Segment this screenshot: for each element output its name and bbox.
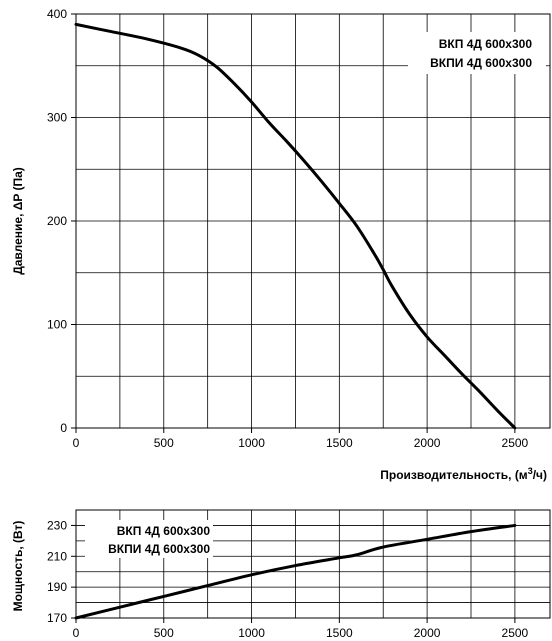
power-legend-box (85, 520, 213, 558)
y-tick-label: 300 (47, 111, 67, 125)
x-tick-label: 2000 (414, 436, 441, 450)
power-curve (74, 523, 517, 620)
pressure-legend: ВКП 4Д 600x300 ВКПИ 4Д 600x300 (408, 32, 546, 74)
power-y-axis-title: Мощность, (Вт) (11, 521, 25, 612)
pressure-legend-box (408, 32, 546, 74)
power-legend: ВКП 4Д 600x300 ВКПИ 4Д 600x300 (85, 520, 213, 558)
x-tick-label: 500 (154, 436, 174, 450)
x-tick-label: 0 (73, 436, 80, 450)
x-tick-label: 1000 (238, 436, 265, 450)
x-tick-label: 1500 (326, 436, 353, 450)
pressure-x-ticks: 0 500 1000 1500 2000 2500 (73, 428, 529, 450)
y-tick-label: 200 (47, 214, 67, 228)
pressure-grid (76, 14, 550, 428)
pressure-curve (74, 22, 517, 430)
y-tick-label: 190 (47, 580, 67, 594)
pressure-x-axis-title: Производительность, (м3/ч) (380, 466, 547, 482)
x-tick-label: 2500 (502, 626, 529, 640)
y-tick-label: 100 (47, 318, 67, 332)
y-tick-label: 0 (60, 421, 67, 435)
pressure-legend-item-2: ВКПИ 4Д 600x300 (430, 56, 532, 70)
power-x-ticks: 0 500 1000 1500 2000 2500 (73, 618, 529, 640)
power-y-ticks: 170 190 210 230 (47, 518, 76, 625)
x-tick-label: 2000 (414, 626, 441, 640)
y-tick-label: 170 (47, 611, 67, 625)
x-tick-label: 1500 (326, 626, 353, 640)
y-tick-label: 210 (47, 549, 67, 563)
pressure-y-axis-title: Давление, ΔP (Па) (11, 167, 25, 275)
power-legend-item-2: ВКПИ 4Д 600x300 (108, 542, 210, 556)
pressure-legend-item-1: ВКП 4Д 600x300 (439, 37, 533, 51)
x-tick-label: 2500 (502, 436, 529, 450)
x-tick-label: 500 (154, 626, 174, 640)
power-plot-frame (75, 509, 551, 619)
y-tick-label: 230 (47, 518, 67, 532)
x-tick-label: 1000 (238, 626, 265, 640)
y-tick-label: 400 (47, 7, 67, 21)
pressure-y-ticks: 0 100 200 300 400 (47, 7, 76, 435)
pressure-chart: 0 100 200 300 400 0 500 1000 1500 2000 2500 Давле… (11, 7, 551, 482)
power-legend-item-1: ВКП 4Д 600x300 (117, 524, 211, 538)
power-chart: 170 190 210 230 0 500 1000 1500 2000 2500 ВКП 4Д… (11, 509, 551, 640)
x-tick-label: 0 (73, 626, 80, 640)
